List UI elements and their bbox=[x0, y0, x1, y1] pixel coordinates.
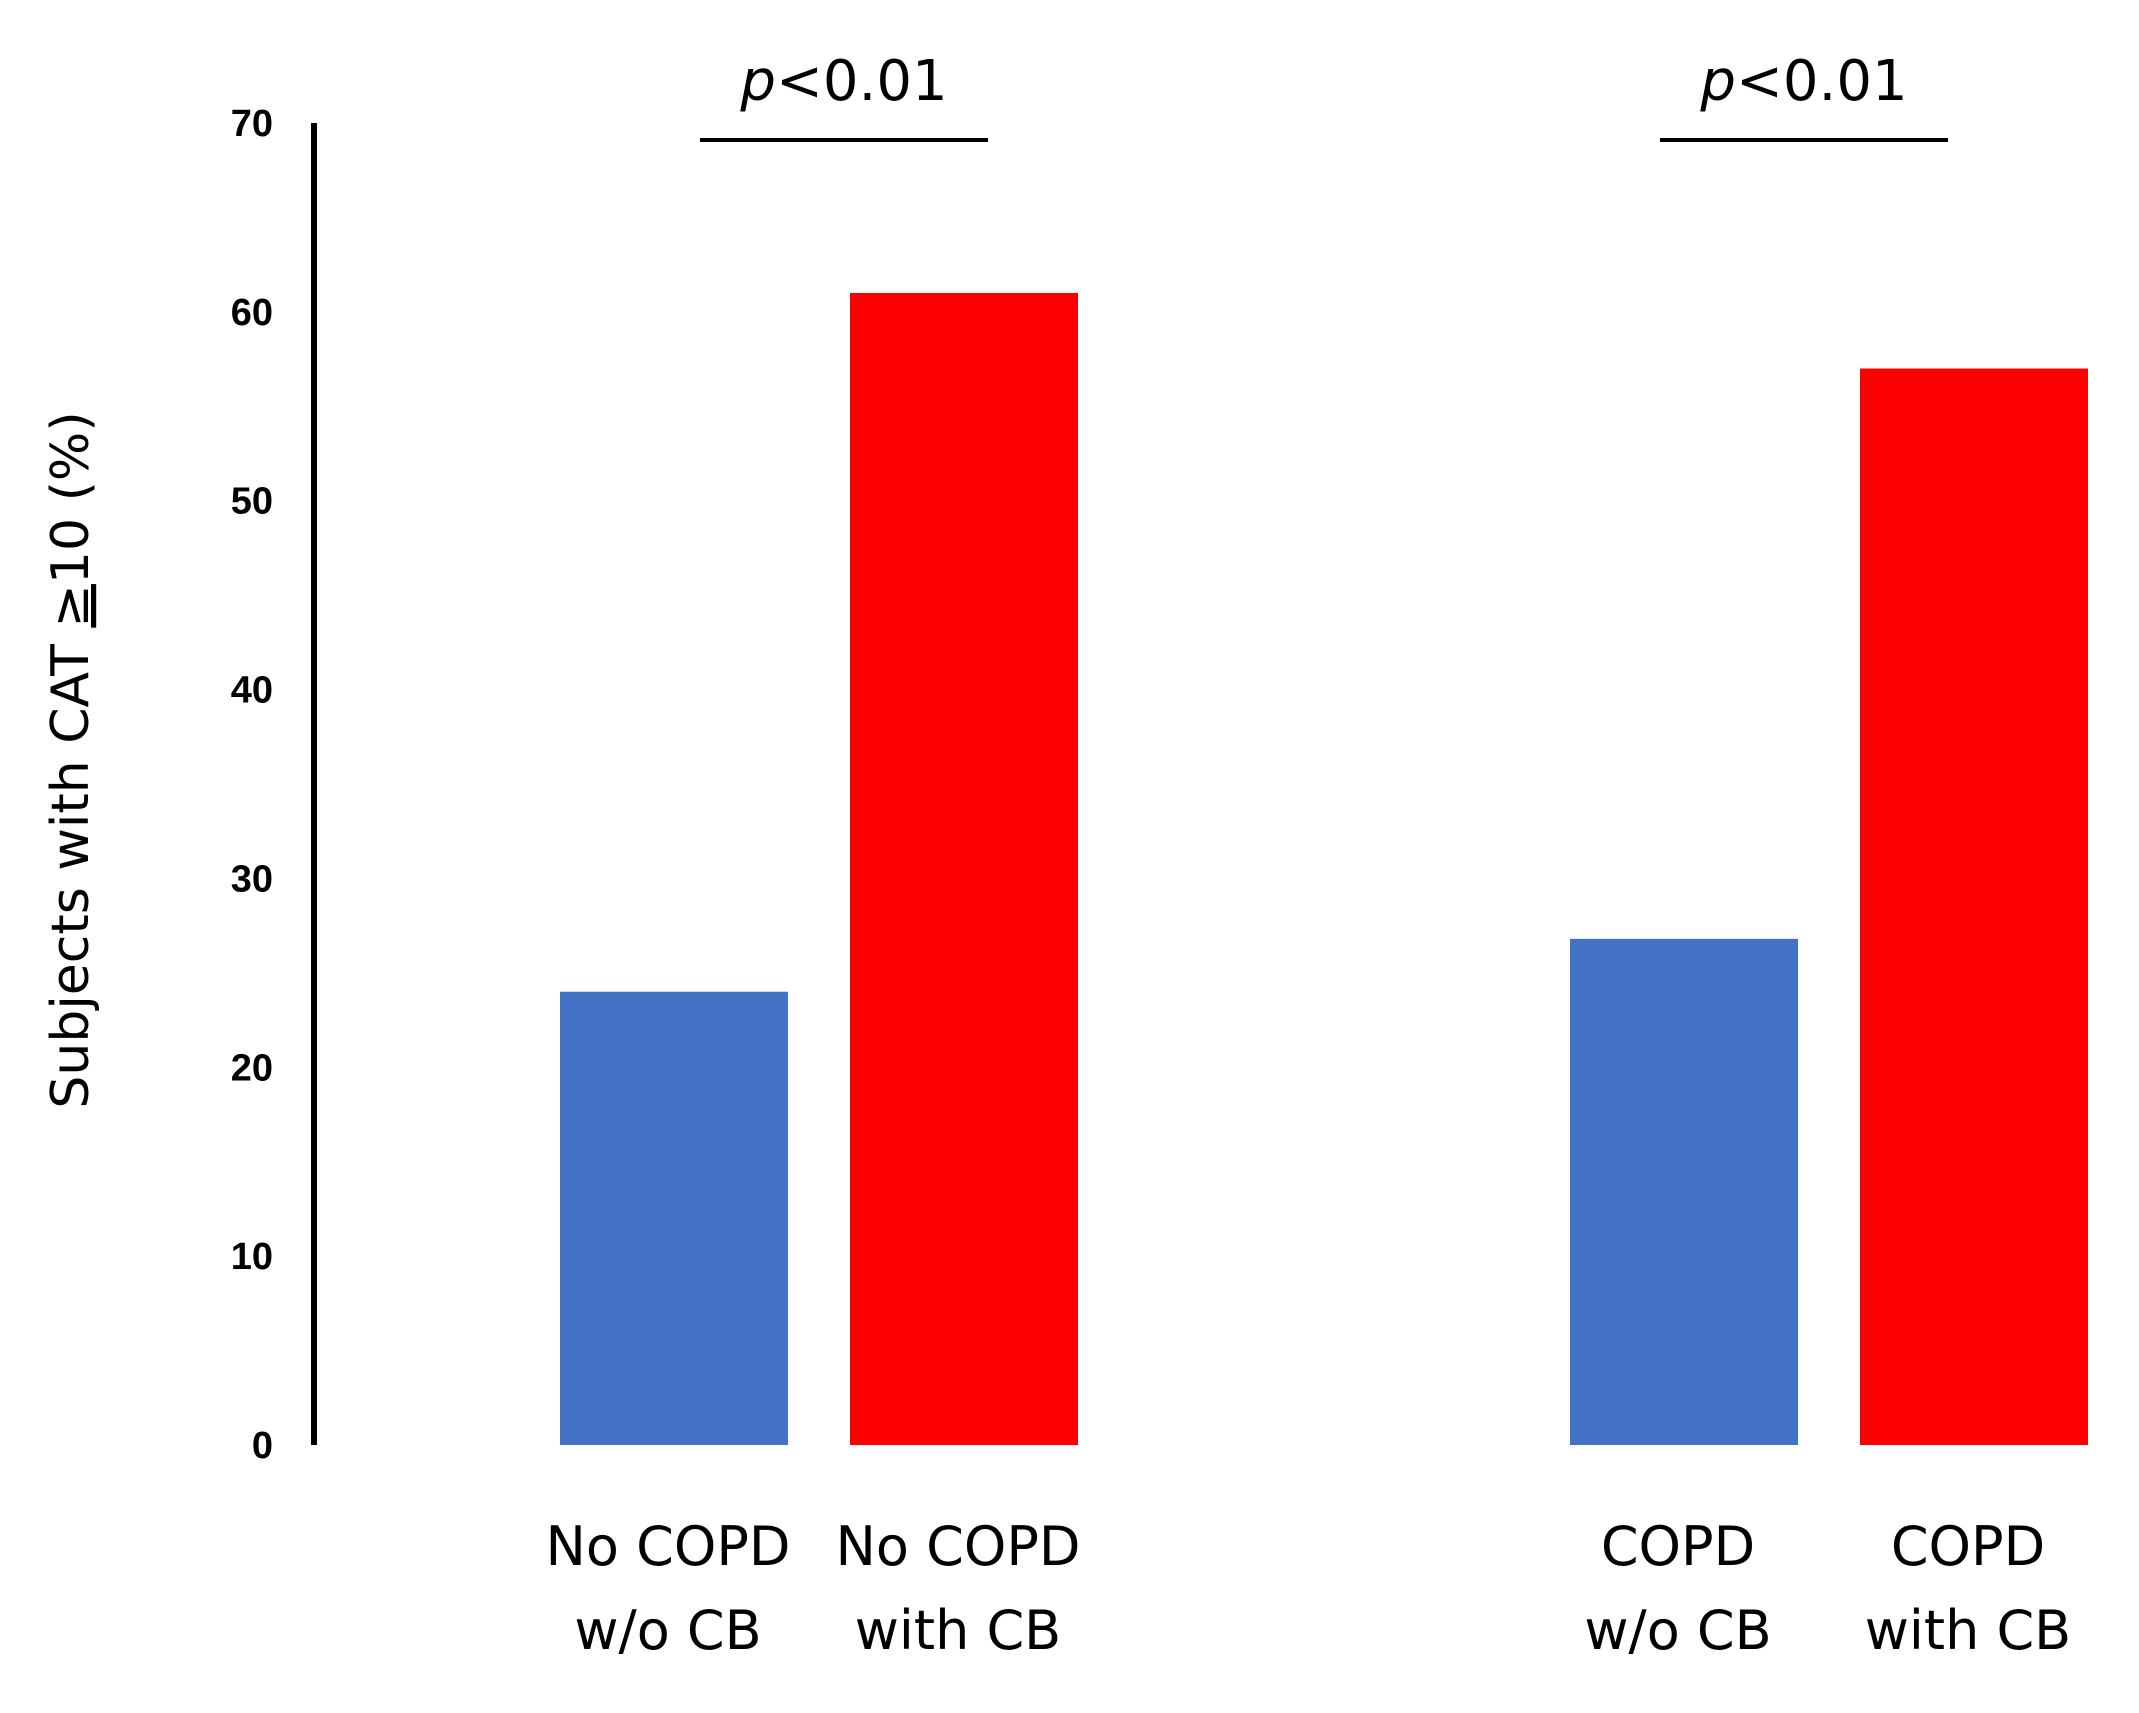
y-tick-label: 0 bbox=[252, 1425, 273, 1467]
x-category-label: COPD with CB bbox=[1865, 1515, 2071, 1662]
bar bbox=[1570, 938, 1798, 1445]
y-axis-label-unit: 10 (%) bbox=[41, 411, 101, 584]
significance-p-symbol: p bbox=[1699, 49, 1736, 114]
x-category-label: No COPD w/o CB bbox=[546, 1515, 791, 1662]
y-axis: 0 10 20 30 40 50 60 70 bbox=[231, 103, 317, 1467]
y-axis-label-symbol: ≥ bbox=[41, 584, 101, 628]
bar bbox=[850, 292, 1078, 1445]
x-category-label-line: COPD bbox=[1891, 1515, 2045, 1578]
y-tick-label: 70 bbox=[231, 103, 273, 145]
x-category-label-line: with CB bbox=[855, 1599, 1061, 1662]
x-category-label-line: COPD bbox=[1601, 1515, 1755, 1578]
y-tick-label: 10 bbox=[231, 1236, 273, 1278]
x-category-label-line: w/o CB bbox=[574, 1599, 761, 1662]
x-category-label-line: No COPD bbox=[546, 1515, 791, 1578]
significance-value: <0.01 bbox=[776, 49, 948, 114]
y-tick-label: 50 bbox=[231, 481, 273, 523]
x-category-label: No COPD with CB bbox=[836, 1515, 1081, 1662]
y-tick-label: 60 bbox=[231, 292, 273, 334]
bar bbox=[1860, 368, 2088, 1445]
significance-label: p<0.01 bbox=[1699, 49, 1907, 114]
x-category-label: COPD w/o CB bbox=[1584, 1515, 1771, 1662]
significance-p-symbol: p bbox=[739, 49, 776, 114]
x-category-label-line: with CB bbox=[1865, 1599, 2071, 1662]
y-tick-label: 40 bbox=[231, 670, 273, 712]
bars bbox=[560, 292, 2088, 1445]
x-category-label-line: w/o CB bbox=[1584, 1599, 1771, 1662]
bar bbox=[560, 991, 788, 1445]
y-tick-label: 30 bbox=[231, 858, 273, 900]
y-axis-label-text: Subjects with CAT bbox=[41, 628, 101, 1109]
significance-label: p<0.01 bbox=[739, 49, 947, 114]
x-category-label-line: No COPD bbox=[836, 1515, 1081, 1578]
significance-annotations: p<0.01 p<0.01 bbox=[700, 49, 1948, 142]
y-axis-label: Subjects with CAT ≥10 (%) bbox=[41, 411, 101, 1108]
significance-value: <0.01 bbox=[1736, 49, 1908, 114]
y-tick-label: 20 bbox=[231, 1047, 273, 1089]
